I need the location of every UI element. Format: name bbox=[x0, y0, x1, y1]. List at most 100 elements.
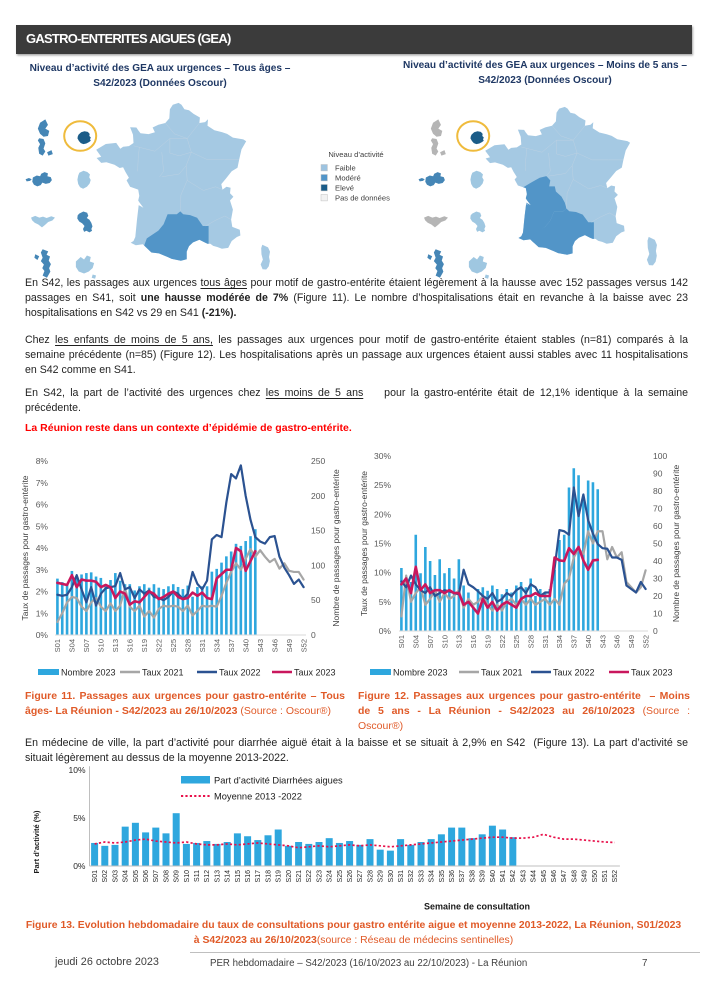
svg-text:Taux de passages pour gastro-e: Taux de passages pour gastro-entérite bbox=[359, 471, 369, 616]
svg-text:S18: S18 bbox=[265, 870, 272, 883]
svg-text:S22: S22 bbox=[155, 639, 164, 652]
svg-text:S45: S45 bbox=[541, 870, 548, 883]
svg-text:S14: S14 bbox=[225, 870, 232, 883]
svg-text:S22: S22 bbox=[498, 635, 507, 648]
svg-text:S51: S51 bbox=[602, 870, 609, 883]
svg-text:Faible: Faible bbox=[335, 163, 356, 172]
svg-text:S31: S31 bbox=[198, 639, 207, 652]
svg-text:Taux 2021: Taux 2021 bbox=[481, 668, 523, 678]
svg-text:S39: S39 bbox=[480, 870, 487, 883]
svg-text:0%: 0% bbox=[379, 626, 392, 636]
svg-text:70: 70 bbox=[653, 504, 663, 514]
svg-text:S07: S07 bbox=[153, 870, 160, 883]
svg-text:S11: S11 bbox=[194, 870, 201, 882]
svg-text:S35: S35 bbox=[439, 870, 446, 883]
svg-text:S08: S08 bbox=[163, 870, 170, 883]
svg-text:Modéré: Modéré bbox=[335, 173, 361, 182]
svg-text:S33: S33 bbox=[418, 870, 425, 883]
svg-text:S20: S20 bbox=[286, 870, 293, 883]
svg-text:Elevé: Elevé bbox=[335, 183, 354, 192]
svg-text:10: 10 bbox=[653, 609, 663, 619]
svg-text:50: 50 bbox=[653, 539, 663, 549]
svg-text:S50: S50 bbox=[592, 870, 599, 883]
svg-text:10%: 10% bbox=[374, 568, 391, 578]
svg-text:5%: 5% bbox=[73, 813, 86, 823]
svg-text:S52: S52 bbox=[641, 635, 650, 648]
svg-text:S28: S28 bbox=[367, 870, 374, 883]
svg-text:6%: 6% bbox=[36, 500, 49, 510]
svg-text:S25: S25 bbox=[512, 635, 521, 648]
svg-text:Taux 2022: Taux 2022 bbox=[219, 668, 261, 678]
svg-text:30%: 30% bbox=[374, 451, 391, 461]
svg-text:Part d’activité (%): Part d’activité (%) bbox=[32, 810, 41, 873]
svg-text:S22: S22 bbox=[306, 870, 313, 883]
svg-text:S03: S03 bbox=[112, 870, 119, 883]
svg-text:150: 150 bbox=[311, 526, 325, 536]
svg-text:S02: S02 bbox=[102, 870, 109, 883]
svg-text:S46: S46 bbox=[270, 639, 279, 652]
svg-text:S01: S01 bbox=[397, 635, 406, 648]
svg-text:0: 0 bbox=[653, 626, 658, 636]
svg-text:Taux de passages pour gastro-e: Taux de passages pour gastro-entérite bbox=[20, 475, 30, 620]
svg-text:S10: S10 bbox=[97, 639, 106, 652]
svg-text:S43: S43 bbox=[598, 635, 607, 648]
svg-text:S04: S04 bbox=[68, 639, 77, 652]
svg-text:S05: S05 bbox=[133, 870, 140, 883]
svg-text:S19: S19 bbox=[140, 639, 149, 652]
svg-text:S28: S28 bbox=[184, 639, 193, 652]
svg-text:S25: S25 bbox=[169, 639, 178, 652]
svg-text:S29: S29 bbox=[378, 870, 385, 883]
svg-text:S13: S13 bbox=[111, 639, 120, 652]
svg-text:S23: S23 bbox=[316, 870, 323, 883]
svg-text:S07: S07 bbox=[82, 639, 91, 652]
svg-text:S07: S07 bbox=[426, 635, 435, 648]
svg-text:Niveau d’activité: Niveau d’activité bbox=[328, 150, 383, 159]
svg-text:S37: S37 bbox=[227, 639, 236, 652]
svg-text:10%: 10% bbox=[68, 765, 85, 775]
svg-text:S31: S31 bbox=[541, 635, 550, 648]
svg-text:30: 30 bbox=[653, 574, 663, 584]
svg-text:S16: S16 bbox=[469, 635, 478, 648]
svg-text:Nombre 2023: Nombre 2023 bbox=[393, 668, 448, 678]
svg-text:S32: S32 bbox=[408, 870, 415, 883]
svg-text:S24: S24 bbox=[327, 870, 334, 883]
svg-text:4%: 4% bbox=[36, 543, 49, 553]
svg-text:S38: S38 bbox=[469, 870, 476, 883]
svg-text:250: 250 bbox=[311, 456, 325, 466]
svg-text:Nombre de passages pour gastro: Nombre de passages pour gastro-entérite bbox=[671, 465, 681, 623]
svg-text:100: 100 bbox=[311, 560, 325, 570]
svg-text:S16: S16 bbox=[245, 870, 252, 883]
svg-text:0%: 0% bbox=[36, 630, 49, 640]
svg-text:S52: S52 bbox=[299, 639, 308, 652]
svg-text:S36: S36 bbox=[449, 870, 456, 883]
svg-text:S37: S37 bbox=[459, 870, 466, 883]
svg-text:5%: 5% bbox=[36, 521, 49, 531]
svg-text:S43: S43 bbox=[256, 639, 265, 652]
svg-text:200: 200 bbox=[311, 491, 325, 501]
svg-text:S17: S17 bbox=[255, 870, 262, 883]
svg-text:S40: S40 bbox=[490, 870, 497, 883]
svg-text:S13: S13 bbox=[455, 635, 464, 648]
svg-text:S49: S49 bbox=[285, 639, 294, 652]
svg-text:S34: S34 bbox=[213, 639, 222, 652]
svg-text:S44: S44 bbox=[531, 870, 538, 883]
svg-text:0%: 0% bbox=[73, 861, 86, 871]
svg-text:S06: S06 bbox=[143, 870, 150, 883]
svg-text:Taux 2021: Taux 2021 bbox=[142, 668, 184, 678]
svg-text:S31: S31 bbox=[398, 870, 405, 883]
svg-text:80: 80 bbox=[653, 486, 663, 496]
svg-text:S10: S10 bbox=[440, 635, 449, 648]
svg-text:S30: S30 bbox=[388, 870, 395, 883]
svg-text:S12: S12 bbox=[204, 870, 211, 883]
svg-text:Taux 2023: Taux 2023 bbox=[631, 668, 673, 678]
svg-text:S40: S40 bbox=[241, 639, 250, 652]
svg-text:S21: S21 bbox=[296, 870, 303, 883]
svg-text:Pas de données: Pas de données bbox=[335, 193, 390, 202]
svg-text:S34: S34 bbox=[555, 635, 564, 648]
svg-text:60: 60 bbox=[653, 521, 663, 531]
svg-text:40: 40 bbox=[653, 556, 663, 566]
svg-text:S10: S10 bbox=[184, 870, 191, 883]
svg-text:8%: 8% bbox=[36, 456, 49, 466]
svg-text:15%: 15% bbox=[374, 539, 391, 549]
svg-text:S37: S37 bbox=[570, 635, 579, 648]
